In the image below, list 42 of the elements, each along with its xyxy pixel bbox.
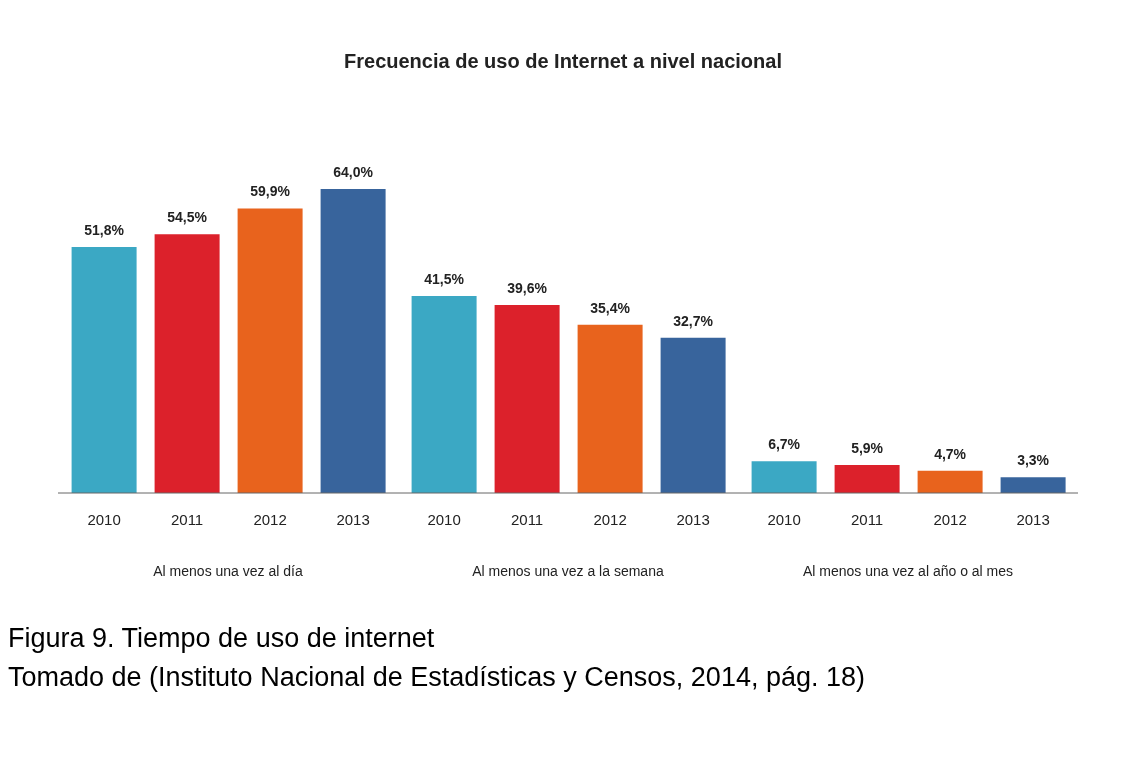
bar xyxy=(71,246,137,493)
chart-title: Frecuencia de uso de Internet a nivel nacional xyxy=(343,50,783,73)
bar xyxy=(1000,477,1066,493)
bar xyxy=(660,337,726,493)
bar xyxy=(494,304,560,493)
x-tick-label: Al menos una vez a la semana xyxy=(472,563,664,579)
data-label: 54,5% xyxy=(167,209,208,226)
text: Tomado de (Instituto Nacional de Estadísticas y Censos, 2014, pág. 18) xyxy=(8,662,866,693)
series-label: 2012 xyxy=(253,511,287,528)
series-label: 2013 xyxy=(336,511,370,528)
text: Figura 9. Tiempo de uso de internet xyxy=(8,623,436,654)
bar xyxy=(237,208,303,493)
text: 2010 xyxy=(767,511,801,528)
data-label: 64,0% xyxy=(333,164,374,180)
bar xyxy=(834,464,900,493)
data-label: 41,5% xyxy=(424,270,465,287)
data-label: 51,8% xyxy=(84,221,125,238)
data-label: 59,9% xyxy=(250,183,291,200)
text: 2011 xyxy=(510,511,544,528)
bar xyxy=(411,295,477,493)
series-label: 2011 xyxy=(170,511,204,528)
bar xyxy=(917,470,983,493)
text: 2012 xyxy=(593,511,627,528)
bar xyxy=(751,461,817,493)
x-tick-label: Al menos una vez al día xyxy=(153,563,303,579)
text: 2011 xyxy=(850,511,884,528)
x-tick-label: Al menos una vez al año o al mes xyxy=(802,563,1014,579)
data-label: 5,9% xyxy=(851,439,884,456)
data-label: 32,7% xyxy=(673,312,714,329)
text: 2013 xyxy=(676,511,710,528)
data-label: 4,7% xyxy=(934,445,967,462)
text: 2013 xyxy=(1016,511,1050,528)
text: 2012 xyxy=(933,511,967,528)
data-label: 3,3% xyxy=(1017,452,1050,469)
bar xyxy=(320,189,386,493)
bar xyxy=(154,234,220,493)
data-label: 35,4% xyxy=(590,299,631,316)
data-label: 39,6% xyxy=(507,279,548,296)
text: 2010 xyxy=(427,511,461,528)
series-label: 2010 xyxy=(87,511,121,528)
bar xyxy=(577,324,643,493)
data-label: 6,7% xyxy=(768,436,801,453)
